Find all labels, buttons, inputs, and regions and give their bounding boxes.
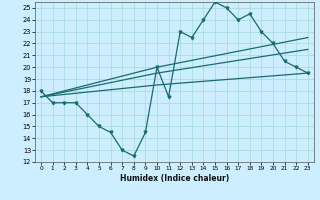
X-axis label: Humidex (Indice chaleur): Humidex (Indice chaleur): [120, 174, 229, 183]
